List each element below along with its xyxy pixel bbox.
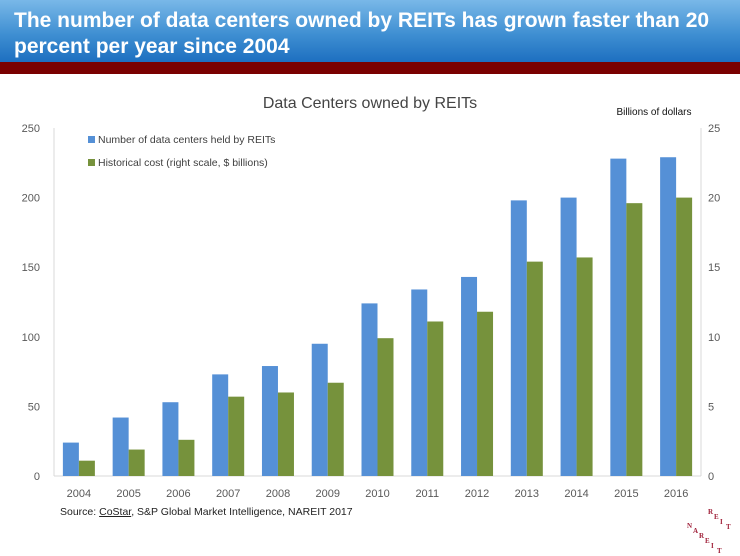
- legend-swatch: [88, 136, 95, 143]
- bar-historical-cost: [277, 392, 294, 476]
- source-prefix: Source:: [60, 506, 100, 518]
- logo-letter: R: [699, 532, 705, 540]
- logo-letter: I: [711, 542, 714, 550]
- left-tick-label: 0: [34, 471, 40, 483]
- x-tick-label: 2005: [116, 488, 140, 500]
- x-tick-label: 2015: [614, 488, 638, 500]
- bar-historical-cost: [676, 197, 693, 476]
- bar-historical-cost: [178, 439, 195, 476]
- right-tick-label: 10: [708, 332, 720, 344]
- right-tick-label: 5: [708, 401, 714, 413]
- bar-historical-cost: [477, 311, 494, 476]
- left-tick-label: 250: [22, 123, 40, 135]
- source-rest: , S&P Global Market Intelligence, NAREIT…: [131, 506, 353, 518]
- bar-data-centers: [112, 417, 129, 476]
- x-tick-label: 2008: [266, 488, 290, 500]
- bar-historical-cost: [128, 449, 145, 476]
- bar-data-centers: [461, 276, 478, 476]
- logo-letter: E: [705, 537, 710, 545]
- logo-letter: R: [708, 508, 714, 516]
- bar-data-centers: [361, 303, 378, 476]
- x-tick-label: 2007: [216, 488, 240, 500]
- x-tick-label: 2009: [315, 488, 339, 500]
- left-tick-label: 50: [28, 401, 40, 413]
- x-tick-label: 2004: [67, 488, 91, 500]
- legend-label: Number of data centers held by REITs: [98, 134, 275, 146]
- logo-letter: T: [717, 547, 722, 555]
- bar-data-centers: [212, 374, 229, 476]
- bar-data-centers: [311, 343, 328, 476]
- x-tick-label: 2006: [166, 488, 190, 500]
- right-tick-label: 25: [708, 123, 720, 135]
- bar-historical-cost: [327, 382, 344, 476]
- bar-data-centers: [510, 200, 527, 476]
- legend-swatch: [88, 159, 95, 166]
- bar-data-centers: [660, 157, 677, 476]
- logo-letter: A: [693, 527, 698, 535]
- x-tick-label: 2010: [365, 488, 389, 500]
- bar-data-centers: [62, 442, 79, 476]
- x-tick-label: 2011: [415, 488, 439, 500]
- bar-historical-cost: [228, 396, 245, 476]
- legend-label: Historical cost (right scale, $ billions…: [98, 157, 268, 169]
- x-tick-label: 2012: [465, 488, 489, 500]
- source-note: Source: CoStar, S&P Global Market Intell…: [60, 506, 353, 518]
- bar-historical-cost: [626, 203, 643, 476]
- bar-data-centers: [560, 197, 577, 476]
- page-title: The number of data centers owned by REIT…: [14, 9, 710, 58]
- logo-letter: E: [714, 513, 719, 521]
- logo-letter: T: [726, 523, 731, 531]
- left-tick-label: 200: [22, 193, 40, 205]
- source-link[interactable]: CoStar: [99, 506, 132, 518]
- right-axis-label: Billions of dollars: [616, 107, 691, 118]
- bar-data-centers: [261, 366, 278, 476]
- bar-data-centers: [162, 402, 179, 476]
- left-tick-label: 150: [22, 262, 40, 274]
- accent-bar: [0, 62, 740, 74]
- x-tick-label: 2016: [664, 488, 688, 500]
- bar-historical-cost: [526, 261, 543, 476]
- logo-letter: I: [720, 518, 723, 526]
- bar-historical-cost: [427, 321, 444, 476]
- bar-historical-cost: [377, 338, 394, 476]
- bar-chart: Data Centers owned by REITs Billions of d…: [22, 95, 721, 500]
- x-tick-label: 2014: [564, 488, 588, 500]
- x-tick-label: 2013: [515, 488, 539, 500]
- title-banner: The number of data centers owned by REIT…: [0, 0, 740, 62]
- left-tick-label: 100: [22, 332, 40, 344]
- right-tick-label: 15: [708, 262, 720, 274]
- logo-letter: N: [687, 522, 692, 530]
- bar-data-centers: [411, 289, 428, 476]
- bar-data-centers: [610, 158, 627, 476]
- bar-historical-cost: [78, 460, 95, 476]
- bar-historical-cost: [576, 257, 593, 476]
- right-tick-label: 20: [708, 193, 720, 205]
- chart-title: Data Centers owned by REITs: [263, 95, 477, 112]
- right-tick-label: 0: [708, 471, 714, 483]
